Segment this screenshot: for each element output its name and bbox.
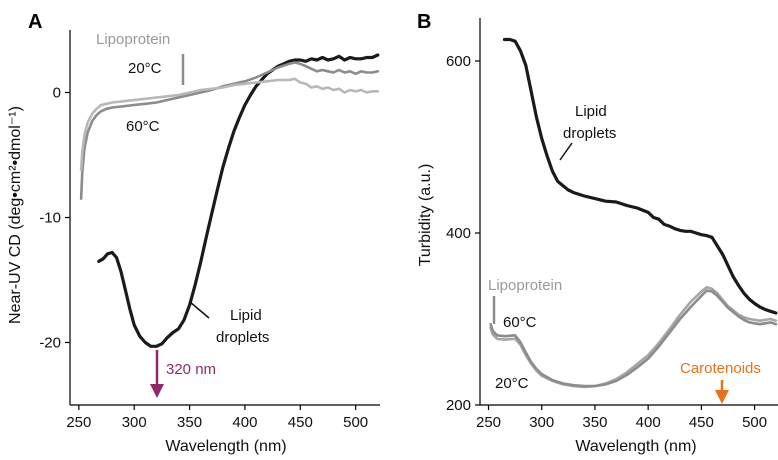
y-tick-label: 0 [53,85,61,102]
panel-b: B 250 300 350 400 450 500 200 400 600 Wavelengt… [417,11,778,455]
panel-a-lipid-label-1: Lipid [230,307,262,324]
y-tick-label: 400 [446,225,471,242]
panel-b-carotenoid-arrow [715,380,729,404]
x-tick-label: 450 [689,414,714,431]
x-tick-label: 300 [122,414,147,431]
panel-a-x-label: Wavelength (nm) [165,438,286,455]
panel-b-20c-label: 20°C [495,375,529,392]
x-tick-label: 300 [529,414,554,431]
y-tick-label: 600 [446,53,471,70]
x-tick-label: 250 [66,414,91,431]
panel-b-lipoprotein-label: Lipoprotein [488,277,562,294]
panel-a: A 250 300 350 400 450 500 0 -10 -20 Wavelength … [7,11,380,455]
x-tick-label: 400 [232,414,257,431]
panel-a-letter: A [28,11,42,33]
panel-b-lipid-label-2: droplets [563,125,616,142]
y-tick-label: 200 [446,397,471,414]
panel-a-20c-label: 20°C [128,60,162,77]
series-line-1 [502,37,778,315]
y-tick-label: -10 [39,210,61,227]
panel-b-x-ticks: 250 300 350 400 450 500 [476,405,767,431]
panel-a-y-ticks: 0 -10 -20 [39,85,70,352]
panel-a-x-ticks: 250 300 350 400 450 500 [66,405,368,431]
panel-b-carotenoids-label: Carotenoids [680,360,761,377]
panel-b-y-label: Turbidity (a.u.) [417,164,434,267]
panel-b-lipid-label-1: Lipid [575,103,607,120]
x-tick-label: 350 [582,414,607,431]
panel-a-peak-label: 320 nm [166,361,216,378]
panel-a-series [79,53,380,348]
series-line-3 [489,289,778,388]
panel-b-series [489,37,778,389]
series-line-1 [97,53,380,348]
panel-b-y-ticks: 200 400 600 [446,53,480,414]
panel-b-lipid-pointer [559,142,573,161]
x-tick-label: 450 [288,414,313,431]
panel-a-lipoprotein-label: Lipoprotein [96,31,170,48]
x-tick-label: 500 [742,414,767,431]
y-tick-label: -20 [39,335,61,352]
panel-a-lipid-label-2: droplets [216,329,269,346]
panel-a-60c-label: 60°C [126,118,160,135]
panel-b-60c-label: 60°C [503,314,537,331]
x-tick-label: 500 [343,414,368,431]
x-tick-label: 350 [177,414,202,431]
series-line-2 [79,61,380,200]
x-tick-label: 250 [476,414,501,431]
panel-a-peak-arrow [150,350,164,398]
panel-a-y-label: Near-UV CD (deg•cm²•dmol⁻¹) [7,106,24,324]
x-tick-label: 400 [636,414,661,431]
panel-a-lipid-pointer [189,301,210,319]
panel-b-letter: B [417,11,431,33]
series-line-3 [79,77,380,172]
panel-b-x-label: Wavelength (nm) [575,438,696,455]
